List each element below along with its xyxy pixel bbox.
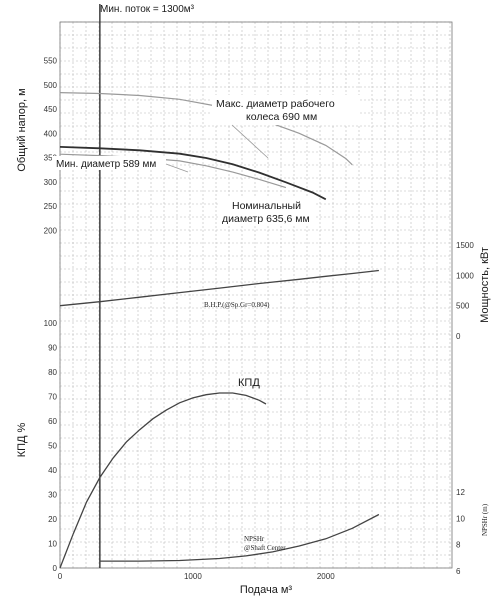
label-bg-nominal	[220, 197, 314, 225]
x-tick-label: 0	[58, 572, 63, 581]
nominal-diameter-label: Номинальный диаметр 635,6 мм	[222, 200, 310, 225]
npsh-tick-label: 12	[456, 488, 465, 497]
efficiency-curve	[59, 392, 267, 569]
label-bg-min	[52, 156, 166, 170]
power-curve	[59, 269, 379, 307]
head-axis-title: Общий напор, м	[16, 88, 28, 171]
head-tick-label: 300	[44, 178, 58, 187]
head-tick-label: 250	[44, 202, 58, 211]
npsh-tick-label: 6	[456, 567, 461, 576]
efficiency-tick-label: 40	[48, 466, 57, 475]
head-tick-label: 200	[44, 226, 58, 235]
series-layer: Макс. диаметр рабочего колеса 690 мм Мин. …	[52, 4, 380, 569]
max-diameter-leader	[231, 124, 269, 159]
plot-frame	[59, 21, 453, 569]
efficiency-tick-label: 20	[48, 515, 57, 524]
x-axis: 0 1000 2000	[58, 572, 335, 581]
head-curve-min-diameter	[59, 153, 287, 189]
power-curve-label: B.H.P.(@Sp.Gr=0.804)	[204, 301, 270, 309]
power-tick-label: 1500	[456, 241, 474, 250]
npsh-axis-title: NPSHr (m)	[481, 503, 489, 536]
x-tick-label: 1000	[184, 572, 202, 581]
efficiency-axis-title: КПД %	[16, 422, 28, 457]
min-diameter-leader	[165, 163, 189, 173]
min-diameter-label-line: Мин. диаметр 589 мм	[56, 159, 156, 170]
x-axis-title: Подача м³	[240, 584, 293, 596]
min-diameter-label: Мин. диаметр 589 мм	[56, 159, 156, 170]
head-curve-nominal-diameter	[59, 146, 327, 201]
left-axes: 200 250 300 350 400 450 500 550 0 10 20 30 40 50 60 70 8…	[44, 57, 58, 573]
head-tick-label: 500	[44, 81, 58, 90]
power-tick-label: 0	[456, 332, 461, 341]
max-diameter-label: Макс. диаметр рабочего колеса 690 мм	[216, 98, 335, 123]
efficiency-tick-label: 90	[48, 344, 57, 353]
power-tick-label: 1000	[456, 271, 474, 280]
efficiency-curve-label: КПД	[238, 377, 260, 389]
npsh-curve	[99, 513, 380, 562]
efficiency-tick-label: 70	[48, 393, 57, 402]
head-tick-label: 450	[44, 105, 58, 114]
max-diameter-label-line: Макс. диаметр рабочего	[216, 98, 335, 110]
chart-title: Мин. поток = 1300м³	[100, 4, 195, 15]
power-axis-title: Мощность, кВт	[479, 247, 491, 323]
efficiency-tick-label: 10	[48, 540, 57, 549]
grid	[59, 21, 453, 569]
npsh-curve-label: NPSHr @Shaft Center	[244, 535, 286, 552]
npsh-curve-label-line: NPSHr	[244, 535, 265, 543]
efficiency-tick-label: 80	[48, 368, 57, 377]
efficiency-tick-label: 30	[48, 491, 57, 500]
efficiency-tick-label: 0	[53, 564, 58, 573]
x-tick-label: 2000	[317, 572, 335, 581]
power-tick-label: 500	[456, 302, 470, 311]
head-tick-label: 400	[44, 129, 58, 138]
npsh-tick-label: 8	[456, 541, 461, 550]
efficiency-tick-label: 50	[48, 442, 57, 451]
label-bg-max	[212, 95, 360, 125]
efficiency-tick-label: 60	[48, 417, 57, 426]
nominal-diameter-label-line: диаметр 635,6 мм	[222, 213, 310, 225]
head-tick-label: 550	[44, 57, 58, 66]
npsh-curve-label-line: @Shaft Center	[244, 544, 286, 552]
nominal-diameter-label-line: Номинальный	[232, 200, 301, 212]
right-axes: 0 500 1000 1500 6 8 10 12	[456, 241, 474, 576]
max-diameter-label-line: колеса 690 мм	[246, 111, 317, 123]
npsh-tick-label: 10	[456, 514, 465, 523]
efficiency-tick-label: 100	[44, 319, 58, 328]
head-tick-label: 350	[44, 154, 58, 163]
